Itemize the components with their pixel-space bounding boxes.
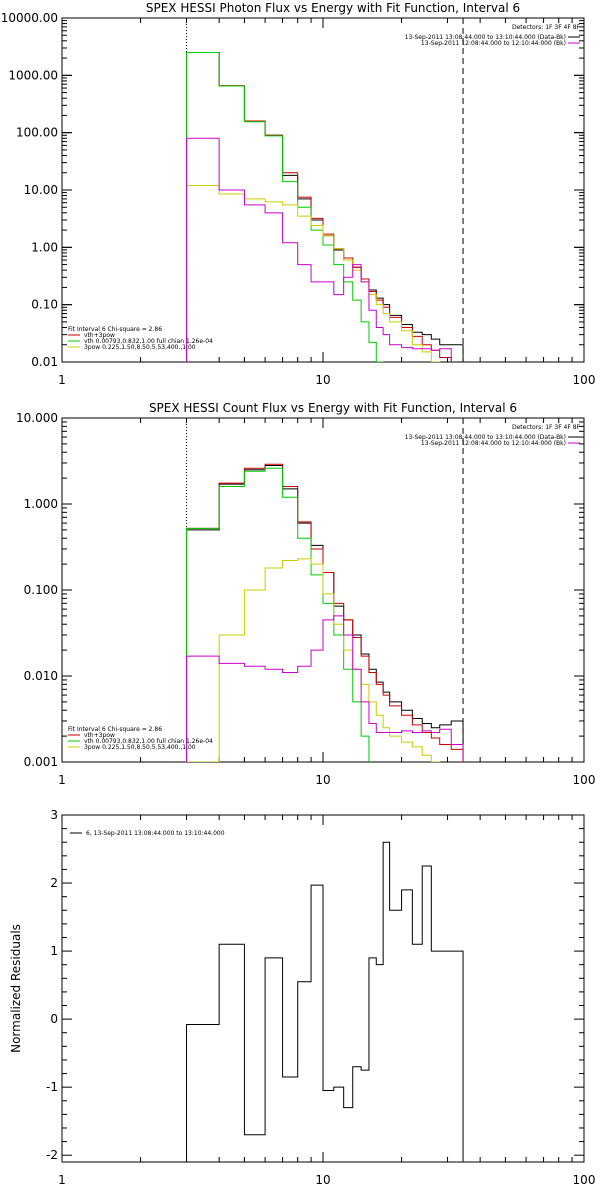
y-tick-label: 3 (50, 808, 58, 822)
y-tick-label: 10000.00 (1, 11, 58, 25)
legend-label: 13-Sep-2011 12:08:44.000 to 12:10:44.000… (421, 440, 566, 447)
legend-label: vth 0.00793,0.832,1.00 full chian 1.26e-… (84, 738, 213, 745)
legend-label: 13-Sep-2011 12:08:44.000 to 12:10:44.000… (421, 40, 566, 47)
y-tick-label: 0.100 (24, 583, 58, 597)
x-tick-label: 100 (573, 373, 596, 387)
chart-title: SPEX HESSI Count Flux vs Energy with Fit… (149, 401, 517, 415)
y-tick-label: 100.00 (16, 126, 58, 140)
series-line-1 (186, 465, 464, 762)
x-tick-label: 1 (58, 773, 66, 787)
y-tick-label: -1 (46, 1080, 58, 1094)
x-tick-label: 10 (315, 373, 330, 387)
legend-label: 6, 13-Sep-2011 13:08:44.000 to 13:10:44.… (86, 830, 225, 837)
chart-panel-1: SPEX HESSI Photon Flux vs Energy with Fi… (1, 1, 596, 387)
y-tick-label: 1.000 (24, 497, 58, 511)
x-tick-label: 100 (573, 773, 596, 787)
legend-label: 13-Sep-2011 13:08:44.000 to 13:10:44.000… (405, 434, 566, 441)
legend-fit-title: Fit Interval 6 Chi-square = 2.86 (68, 326, 162, 333)
y-tick-label: 10.00 (24, 183, 58, 197)
x-tick-label: 1 (58, 1173, 66, 1187)
legend-detectors: Detectors: 1F 3F 4F 8F (512, 24, 581, 31)
legend-label: 13-Sep-2011 13:08:44.000 to 13:10:44.000… (405, 34, 566, 41)
y-tick-label: 2 (50, 876, 58, 890)
x-tick-label: 1 (58, 373, 66, 387)
y-tick-label: 0.010 (24, 669, 58, 683)
chart-panel-3: 1 10 100 -2 -1 0 1 2 3 Normalized Residuals 6, 13-… (9, 808, 595, 1187)
y-tick-label: 0.01 (31, 355, 58, 369)
y-tick-label: 0.10 (31, 298, 58, 312)
series-line-5 (186, 137, 452, 362)
y-axis-label: Normalized Residuals (9, 924, 23, 1053)
series-line-3 (186, 52, 384, 362)
plot-frame (61, 17, 585, 363)
series-line-4 (186, 184, 441, 362)
y-tick-label: 10.000 (16, 411, 58, 425)
x-tick-label: 100 (573, 1173, 596, 1187)
y-tick-label: 0.001 (24, 755, 58, 769)
y-tick-label: -2 (46, 1148, 58, 1162)
series-line-1 (186, 841, 464, 1162)
legend-detectors: Detectors: 1F 3F 4F 8F (512, 424, 581, 431)
y-tick-label: 1000.00 (8, 68, 58, 82)
legend-label: 3pow 0.225,1.50,8.50,5.53,400.,1.00 (84, 344, 196, 351)
series-line-4 (186, 558, 441, 762)
series-line-5 (186, 615, 464, 762)
legend-label: vth+3pow (84, 332, 115, 339)
y-tick-label: 1.00 (31, 240, 58, 254)
series-line-2 (186, 463, 464, 762)
y-tick-label: 1 (50, 944, 58, 958)
chart-panel-2: SPEX HESSI Count Flux vs Energy with Fit… (16, 401, 596, 787)
legend-label: 3pow 0.225,1.50,8.50,5.53,400.,1.00 (84, 744, 196, 751)
x-tick-label: 10 (315, 773, 330, 787)
legend-label: vth 0.00793,0.832,1.00 full chian 1.26e-… (84, 338, 213, 345)
x-tick-label: 10 (315, 1173, 330, 1187)
series-line-1 (186, 52, 464, 362)
series-line-3 (186, 467, 370, 762)
y-tick-label: 0 (50, 1012, 58, 1026)
chart-title: SPEX HESSI Photon Flux vs Energy with Fi… (146, 1, 520, 15)
legend-fit-title: Fit Interval 6 Chi-square = 2.86 (68, 726, 162, 733)
legend-label: vth+3pow (84, 732, 115, 739)
